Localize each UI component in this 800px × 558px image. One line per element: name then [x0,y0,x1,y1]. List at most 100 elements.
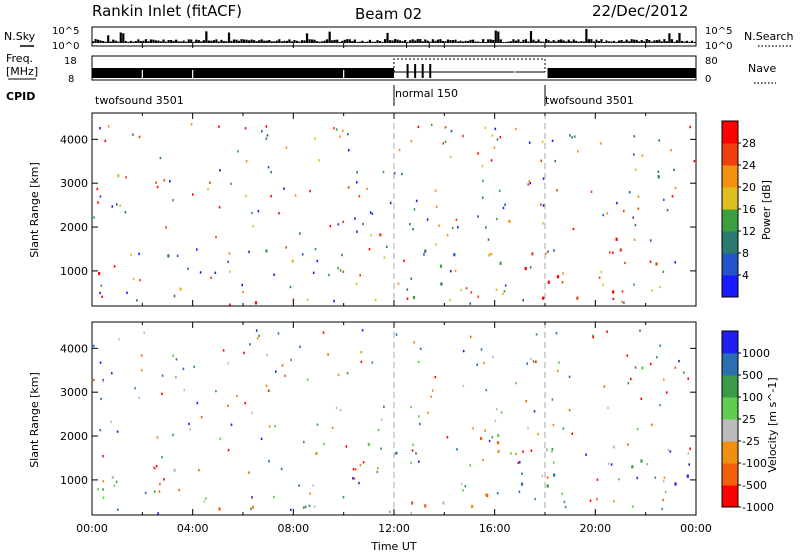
echo-cell [270,170,272,174]
colorbar-tick-label: 25 [742,413,756,426]
echo-cell [528,180,531,183]
echo-cell [687,452,690,455]
noise-bar [580,41,583,43]
echo-cell [345,445,348,448]
echo-cell [413,341,415,344]
echo-cell [518,490,521,493]
noise-bar [195,39,198,43]
echo-cell [615,237,618,241]
echo-cell [245,160,248,163]
noise-bar [690,40,694,43]
echo-cell [534,497,536,501]
noise-bar [434,40,437,43]
echo-cell [371,361,374,364]
noise-bar [512,39,515,43]
echo-cell [480,348,483,351]
echo-cell [175,358,178,361]
echo-cell [657,175,660,179]
noise-bar [104,41,107,43]
noise-bar [562,40,565,43]
echo-cell [470,291,473,294]
echo-cell [639,329,641,332]
echo-cell [508,219,511,223]
noise-bar [308,39,311,43]
noise-bar [507,41,510,43]
echo-cell [306,298,309,301]
freq-tick-bottom: 8 [68,74,74,85]
echo-cell [117,508,119,511]
echo-cell [649,260,652,263]
noise-bar [469,39,472,43]
noise-bar [383,39,387,43]
noise-bar [683,41,686,43]
echo-cell [456,448,458,451]
noise-bar [474,41,477,43]
echo-cell [335,406,338,410]
echo-cell [488,439,491,443]
noise-bar [600,39,603,43]
echo-cell [210,276,212,279]
echo-cell [540,203,542,206]
noise-bar [401,41,404,43]
echo-cell [424,249,427,253]
echo-cell [662,498,664,502]
cpid-segment-1: twofsound 3501 [95,94,184,107]
echo-cell [163,179,166,182]
echo-cell [496,138,499,141]
echo-cell [309,492,311,495]
noise-bar [361,40,364,43]
nsky-label: N.Sky [4,30,36,43]
echo-cell [277,332,280,335]
echo-cell [339,269,342,272]
echo-cell [674,186,677,190]
echo-cell [440,282,443,286]
echo-cell [510,452,512,455]
noise-bar [217,41,221,43]
echo-cell [553,249,555,252]
noise-bar [414,40,417,43]
noise-bar [459,40,462,43]
echo-cell [487,238,490,241]
echo-cell [283,187,285,190]
echo-cell [244,401,246,405]
noise-tick-bottom-right: 10^0 [705,41,732,52]
echo-cell [568,375,571,378]
y-tick-label: 2000 [60,430,88,443]
echo-cell [607,462,610,465]
echo-cell [99,361,102,364]
echo-cell [531,252,534,256]
freq-label-line1: Freq. [6,52,33,65]
noise-bar [411,39,414,43]
noise-bar [363,41,366,43]
echo-cell [144,491,147,495]
noise-bar [658,39,661,43]
noise-bar [142,40,145,43]
echo-cell [172,433,174,437]
echo-cell [689,125,691,129]
echo-cell [492,355,494,359]
freq-spike [421,64,424,78]
echo-cell [222,349,225,352]
echo-cell [663,378,665,381]
noise-bar [293,40,296,43]
colorbar-tick-label: 20 [742,181,756,194]
echo-cell [196,248,198,251]
echo-cell [218,507,221,511]
echo-cell [457,226,459,229]
echo-cell [612,297,615,301]
echo-cell [362,222,364,226]
echo-cell [254,301,258,305]
echo-cell [339,135,341,138]
echo-cell [251,496,253,499]
noise-bar [248,40,251,43]
echo-cell [600,270,603,274]
echo-cell [446,234,449,237]
echo-cell [299,232,301,235]
noise-bar [124,41,127,43]
echo-cell [568,408,571,412]
echo-cell [401,172,403,176]
velocity-panel: 1000 2000 3000 4000 00:00 04:00 08:00 12:00 16:0… [28,321,712,553]
echo-cell [499,261,502,265]
echo-cell [442,501,445,505]
noise-bar [628,41,631,43]
